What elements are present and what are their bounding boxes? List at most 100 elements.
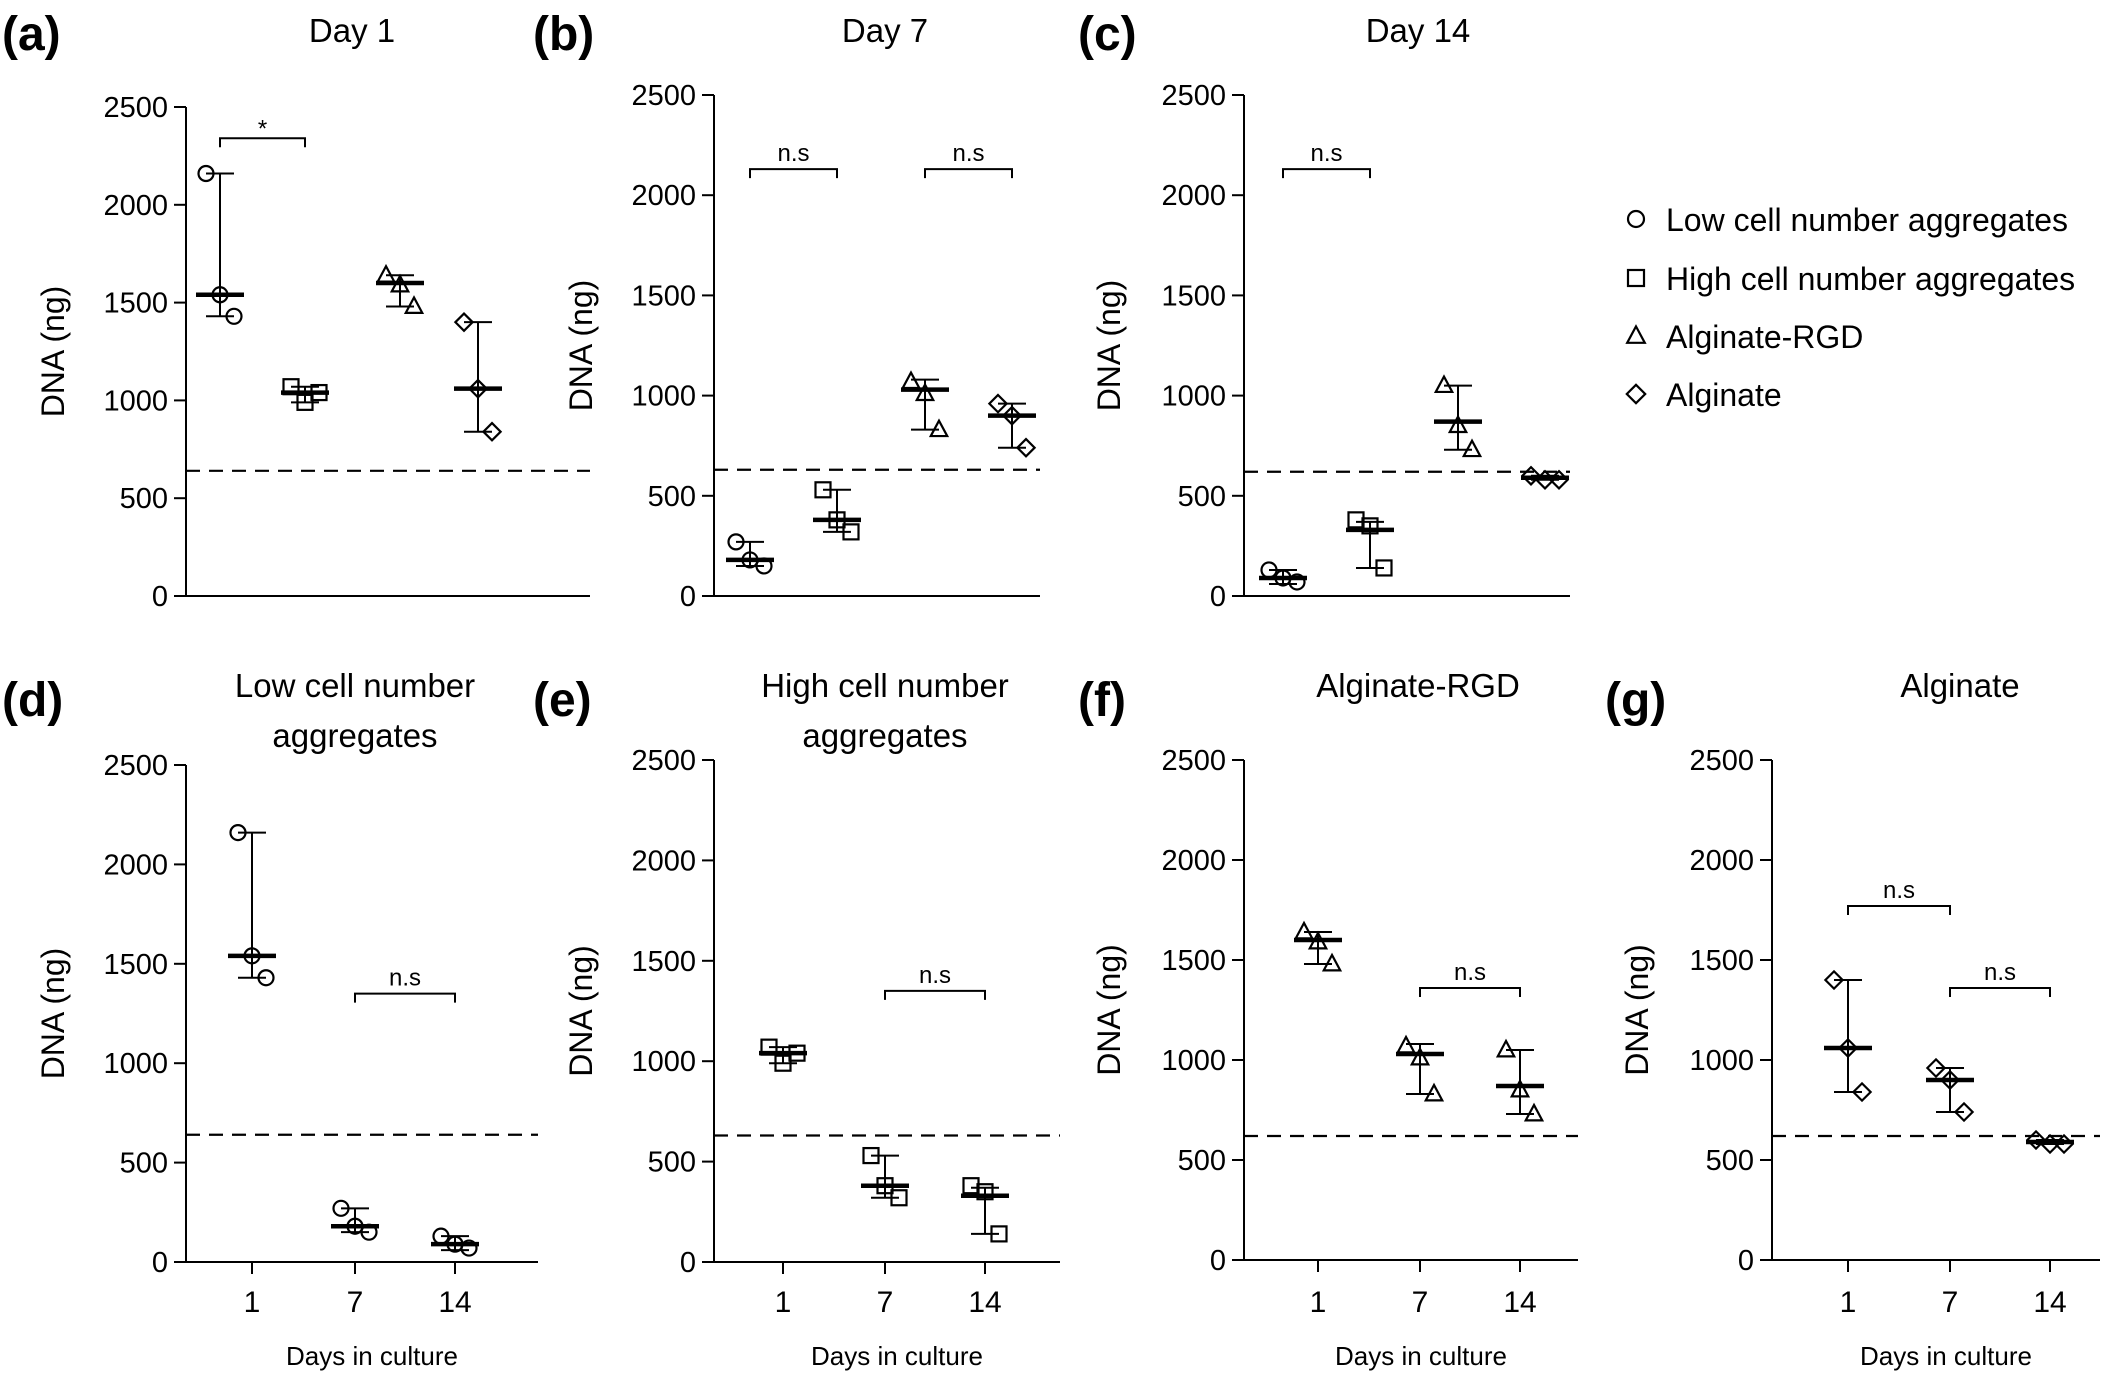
significance-label: n.s: [1454, 959, 1486, 986]
x-tick-label: 1: [1310, 1286, 1327, 1319]
data-point: [296, 393, 314, 411]
panel-f: (f) Alginate-RGD 0 500 1000 1500 2000 2500 DNA (…: [1078, 667, 1578, 1371]
y-tick-label: 1500: [1161, 945, 1226, 977]
panel-label: (e): [533, 674, 592, 727]
y-tick-label: 500: [120, 1148, 168, 1180]
data-point: [727, 533, 745, 551]
y-tick-label: 1000: [631, 381, 696, 413]
data-group: [431, 1227, 479, 1257]
data-point: [1509, 1078, 1531, 1098]
y-axis-label: DNA (ng): [35, 286, 71, 418]
data-group: [375, 263, 425, 314]
data-point: [460, 1239, 478, 1257]
y-tick-label: 1500: [1689, 945, 1754, 977]
data-point: [211, 286, 229, 304]
data-group: [331, 1199, 379, 1241]
data-point: [987, 393, 1009, 414]
legend-item: High cell number aggregates: [1626, 261, 2075, 297]
data-point: [2025, 1129, 2047, 1151]
x-axis-label: Days in culture: [286, 1341, 458, 1371]
data-group: [1495, 1038, 1545, 1122]
data-point: [862, 1146, 880, 1165]
data-point: [755, 557, 773, 575]
data-point: [890, 1189, 908, 1207]
data-group: [196, 164, 244, 325]
data-point: [1953, 1101, 1975, 1123]
x-tick-label: 7: [1942, 1286, 1959, 1319]
triangle-marker-icon: [1625, 324, 1647, 344]
y-tick-label: 500: [120, 483, 168, 515]
legend-label: Alginate-RGD: [1666, 319, 1863, 355]
y-axis-label: DNA (ng): [35, 948, 71, 1080]
data-point: [1837, 1037, 1859, 1059]
y-tick-label: 2500: [631, 745, 696, 777]
data-point: [1293, 920, 1315, 940]
y-tick-label: 1000: [1161, 1045, 1226, 1077]
x-axis-label: Days in culture: [1860, 1341, 2032, 1371]
data-group: [759, 1038, 807, 1072]
data-point: [1447, 414, 1469, 434]
y-tick-label: 2500: [1161, 80, 1226, 112]
significance-label: n.s: [1310, 140, 1342, 167]
panel-label: (d): [2, 674, 63, 727]
x-tick-label: 7: [347, 1286, 364, 1319]
legend-label: Alginate: [1666, 377, 1782, 413]
significance-label: n.s: [389, 965, 421, 992]
significance-label: n.s: [777, 140, 809, 167]
legend-item: Alginate: [1625, 377, 1782, 413]
data-point: [741, 551, 759, 569]
data-point: [962, 1177, 980, 1195]
panel-b: (b) Day 7 0 500 1000 1500 2000 2500 DNA (ng) n.s n…: [533, 8, 1040, 613]
legend-item: Low cell number aggregates: [1626, 202, 2068, 238]
legend-label: Low cell number aggregates: [1666, 202, 2068, 238]
significance-bracket: [924, 168, 1013, 179]
data-point: [760, 1038, 778, 1056]
data-point: [1395, 1034, 1417, 1054]
data-point: [774, 1054, 792, 1072]
data-point: [1520, 465, 1542, 486]
x-axis-label: Days in culture: [811, 1341, 983, 1371]
data-point: [1495, 1038, 1517, 1058]
y-tick-label: 2500: [103, 92, 168, 124]
y-axis-label: DNA (ng): [1091, 280, 1127, 412]
y-tick-label: 2000: [631, 845, 696, 877]
data-point: [467, 378, 489, 399]
y-tick-label: 1500: [103, 288, 168, 320]
significance-bracket: [354, 992, 456, 1003]
y-axis-label: DNA (ng): [563, 280, 599, 412]
y-tick-label: 2000: [631, 180, 696, 212]
data-point: [914, 382, 936, 402]
panel-label: (c): [1078, 8, 1137, 61]
data-point: [332, 1199, 350, 1217]
significance-bracket: [1949, 987, 2051, 997]
x-tick-label: 14: [968, 1286, 1001, 1319]
square-marker-icon: [1626, 268, 1646, 288]
panel-title: Day 1: [309, 12, 395, 49]
x-tick-label: 1: [244, 1286, 261, 1319]
data-group: [453, 311, 503, 442]
x-tick-label: 7: [1412, 1286, 1429, 1319]
data-point: [1321, 952, 1343, 972]
data-point: [1423, 1082, 1445, 1102]
y-tick-label: 0: [152, 1247, 168, 1279]
y-tick-label: 0: [1210, 581, 1226, 613]
data-point: [990, 1225, 1008, 1243]
data-point: [310, 383, 328, 402]
data-group: [2025, 1129, 2075, 1155]
data-point: [453, 311, 475, 333]
significance-label: n.s: [1984, 959, 2016, 986]
data-point: [1015, 437, 1037, 458]
y-axis-label: DNA (ng): [1619, 944, 1655, 1076]
data-point: [389, 273, 411, 293]
legend-label: High cell number aggregates: [1666, 261, 2075, 297]
panel-label: (g): [1605, 674, 1666, 727]
data-point: [229, 823, 247, 842]
data-point: [375, 263, 397, 283]
panel-d: (d) Low cell number aggregates 0 500 1000 1500…: [2, 667, 538, 1371]
data-point: [2039, 1133, 2061, 1155]
data-point: [928, 418, 950, 438]
data-point: [1823, 969, 1845, 991]
y-tick-label: 2500: [631, 80, 696, 112]
data-point: [1461, 438, 1483, 458]
y-tick-label: 1000: [103, 385, 168, 417]
